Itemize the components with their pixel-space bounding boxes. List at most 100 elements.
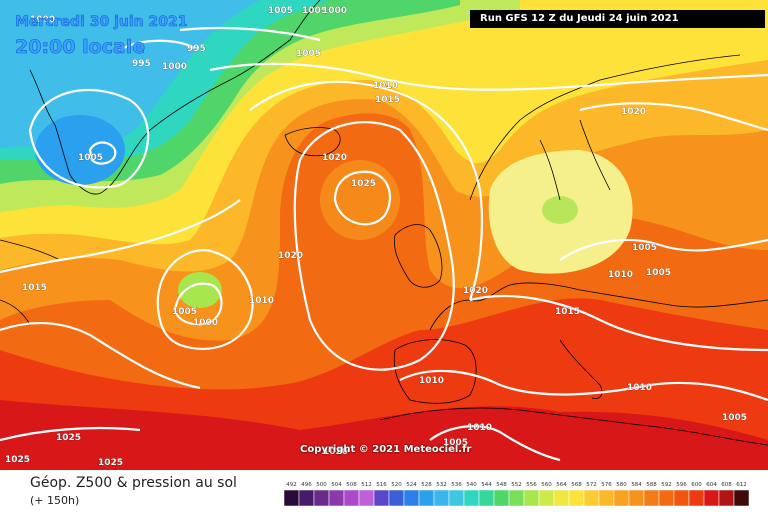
isobar-label: 1005 xyxy=(172,307,197,317)
isobar-1020-ridge xyxy=(293,121,455,371)
scale-tick-label: 540 xyxy=(466,482,477,488)
local-time: 20:00 locale xyxy=(15,36,146,59)
scale-swatch xyxy=(433,489,450,507)
scale-swatch xyxy=(598,489,615,507)
scale-tick-label: 608 xyxy=(721,482,732,488)
scale-swatch xyxy=(703,489,720,507)
scale-tick-label: 516 xyxy=(376,482,387,488)
scale-swatch xyxy=(493,489,510,507)
scale-tick-label: 576 xyxy=(601,482,612,488)
scale-swatch xyxy=(673,489,690,507)
isobar-1015-arc xyxy=(249,80,484,301)
isobar-label: 1005 xyxy=(268,6,293,16)
color-scale: 492 496 500 504 508 512 516 520 524 528 532 536 540 5… xyxy=(284,482,750,507)
isobar-label: 1005 xyxy=(646,268,671,278)
isobar-label: 1025 xyxy=(351,179,376,189)
scale-tick-label: 564 xyxy=(556,482,567,488)
scale-tick-label: 604 xyxy=(706,482,717,488)
isobar-1010-europe xyxy=(559,238,768,261)
isobar-label: 1025 xyxy=(5,455,30,465)
isobar-1000-low xyxy=(28,88,150,189)
scale-swatch xyxy=(658,489,675,507)
coast-scandinavia xyxy=(469,54,741,201)
lead-time: (+ 150h) xyxy=(30,494,80,507)
isobar-1020-north xyxy=(579,102,768,132)
scale-tick-label: 504 xyxy=(331,482,342,488)
isobar-1005-mid-low xyxy=(173,282,223,326)
coastlines xyxy=(0,0,768,446)
isobar-label: 1000 xyxy=(322,6,347,16)
coast-iberia xyxy=(393,339,477,404)
isobar-label: 1005 xyxy=(722,413,747,423)
scale-swatch xyxy=(643,489,660,507)
isobar-label: 1015 xyxy=(375,95,400,105)
isobar-label: 1020 xyxy=(278,251,303,261)
isobar-label: 1005 xyxy=(632,243,657,253)
isobar-1010-arc xyxy=(209,62,768,91)
scale-tick-label: 532 xyxy=(436,482,447,488)
isobar-label: 1005 xyxy=(302,6,327,16)
scale-tick-label: 512 xyxy=(361,482,372,488)
isobar-label: 1025 xyxy=(98,458,123,468)
scale-swatch xyxy=(688,489,705,507)
isobar-1005-greenland xyxy=(88,141,117,165)
isobar-label: 1020 xyxy=(463,286,488,296)
scale-swatch xyxy=(284,489,300,507)
scale-tick-label: 556 xyxy=(526,482,537,488)
field-green-low xyxy=(178,272,222,308)
isobar-label: 1010 xyxy=(627,383,652,393)
scale-tick-label: 592 xyxy=(661,482,672,488)
isobar-label: 1020 xyxy=(621,107,646,117)
scale-swatch xyxy=(373,489,390,507)
isobars xyxy=(0,26,768,462)
isobar-label: 995 xyxy=(132,59,151,69)
isobar-label: 1010 xyxy=(249,296,274,306)
scale-swatch xyxy=(718,489,735,507)
isobar-label: 1000 xyxy=(162,62,187,72)
coast-iceland xyxy=(284,127,341,157)
isobar-label: 1010 xyxy=(467,423,492,433)
isobar-1020-wide xyxy=(0,199,241,274)
coast-italy xyxy=(559,339,603,399)
coast-north-africa xyxy=(379,407,768,446)
isobar-1015-europe xyxy=(469,294,768,352)
isobar-1010-med xyxy=(399,369,768,402)
scale-swatch xyxy=(418,489,435,507)
scale-swatch xyxy=(298,489,315,507)
scale-tick-label: 560 xyxy=(541,482,552,488)
scale-swatch xyxy=(568,489,585,507)
scale-swatch xyxy=(583,489,600,507)
scale-swatch xyxy=(538,489,555,507)
scale-tick-label: 588 xyxy=(646,482,657,488)
isobar-label: 1025 xyxy=(56,433,81,443)
scale-swatch xyxy=(358,489,375,507)
isobar-995-low xyxy=(119,39,196,51)
scale-tick-label: 580 xyxy=(616,482,627,488)
copyright-notice: Copyright © 2021 Meteociel.fr xyxy=(300,444,472,455)
isobar-label: 1020 xyxy=(322,153,347,163)
isobar-1025-south xyxy=(0,426,141,442)
scale-swatch xyxy=(523,489,540,507)
isobar-1005-med xyxy=(429,425,561,462)
forecast-date: Mercredi 30 juin 2021 xyxy=(15,14,188,31)
isobar-1005-arc xyxy=(179,26,321,42)
isobar-1015-west xyxy=(0,322,201,390)
scale-swatch xyxy=(343,489,360,507)
model-run-banner: Run GFS 12 Z du Jeudi 24 juin 2021 xyxy=(470,10,765,28)
isobar-label: 1010 xyxy=(608,270,633,280)
scale-tick-label: 508 xyxy=(346,482,357,488)
isobar-label: 1005 xyxy=(443,438,468,448)
scale-swatch xyxy=(628,489,645,507)
scale-tick-label: 520 xyxy=(391,482,402,488)
field-band-cyan xyxy=(0,0,260,149)
scale-tick-label: 492 xyxy=(286,482,297,488)
scale-swatch xyxy=(388,489,405,507)
field-green-spot xyxy=(542,196,578,224)
scale-tick-label: 548 xyxy=(496,482,507,488)
scale-tick-label: 572 xyxy=(586,482,597,488)
scale-tick-label: 544 xyxy=(481,482,492,488)
scale-tick-label: 600 xyxy=(691,482,702,488)
product-title: Géop. Z500 & pression au sol xyxy=(30,475,237,491)
isobar-label: 1010 xyxy=(419,376,444,386)
